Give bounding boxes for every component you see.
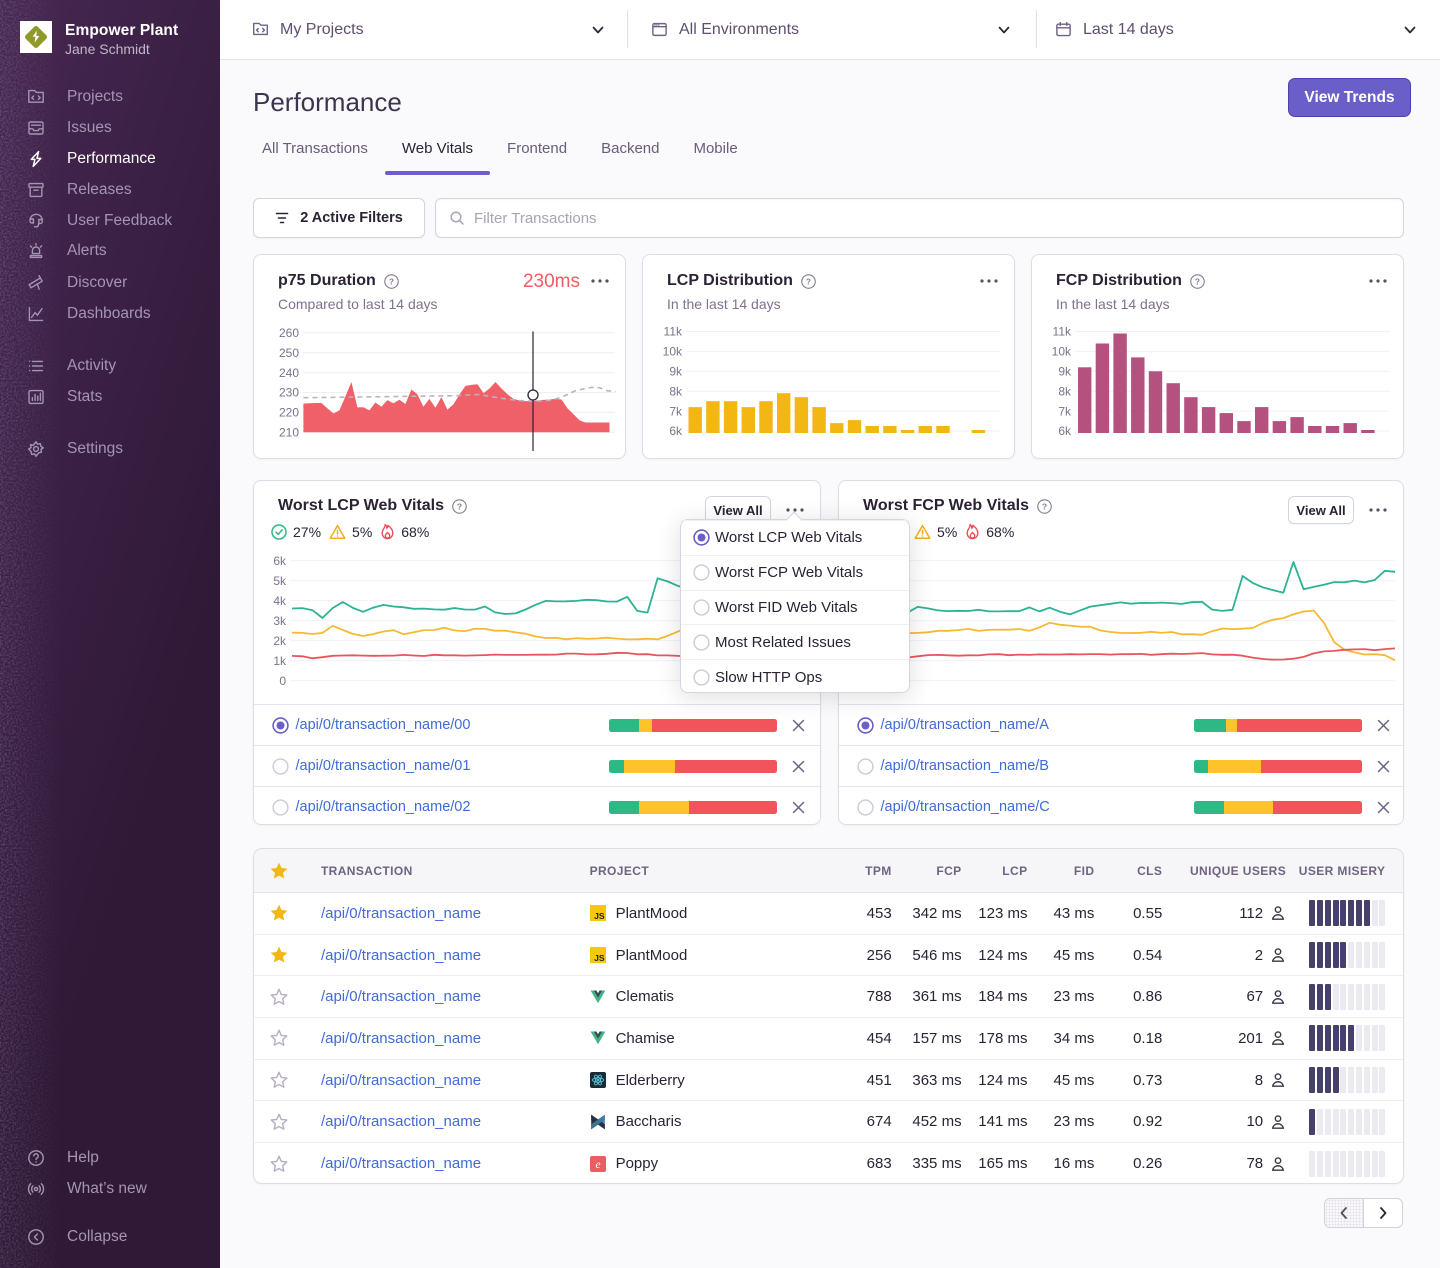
svg-text:8k: 8k <box>1058 384 1072 398</box>
svg-text:4k: 4k <box>273 594 287 608</box>
svg-text:230: 230 <box>279 386 299 400</box>
svg-text:5k: 5k <box>273 574 287 588</box>
svg-text:7k: 7k <box>1058 404 1072 418</box>
svg-text:?: ? <box>389 276 394 286</box>
svg-text:10k: 10k <box>1052 345 1072 359</box>
svg-text:220: 220 <box>279 406 299 420</box>
svg-text:3k: 3k <box>273 614 287 628</box>
svg-text:10k: 10k <box>663 345 683 359</box>
svg-text:250: 250 <box>279 346 299 360</box>
svg-text:e: e <box>595 1159 600 1171</box>
svg-text:7k: 7k <box>669 404 683 418</box>
svg-text:9k: 9k <box>669 365 683 379</box>
svg-text:11k: 11k <box>664 325 683 339</box>
svg-text:?: ? <box>1195 276 1200 286</box>
svg-text:11k: 11k <box>1053 325 1072 339</box>
svg-text:0: 0 <box>279 674 286 688</box>
svg-text:9k: 9k <box>1058 365 1072 379</box>
svg-text:JS: JS <box>594 953 605 963</box>
svg-text:6k: 6k <box>669 424 683 438</box>
svg-text:6k: 6k <box>1058 424 1072 438</box>
svg-text:240: 240 <box>279 366 299 380</box>
svg-text:1k: 1k <box>273 654 287 668</box>
svg-text:8k: 8k <box>669 384 683 398</box>
svg-text:260: 260 <box>279 326 299 340</box>
svg-text:6k: 6k <box>273 554 287 568</box>
svg-text:210: 210 <box>279 426 299 440</box>
svg-text:?: ? <box>457 501 462 511</box>
svg-text:JS: JS <box>594 912 605 922</box>
svg-text:?: ? <box>806 276 811 286</box>
svg-text:2k: 2k <box>273 634 287 648</box>
svg-text:?: ? <box>1042 501 1047 511</box>
